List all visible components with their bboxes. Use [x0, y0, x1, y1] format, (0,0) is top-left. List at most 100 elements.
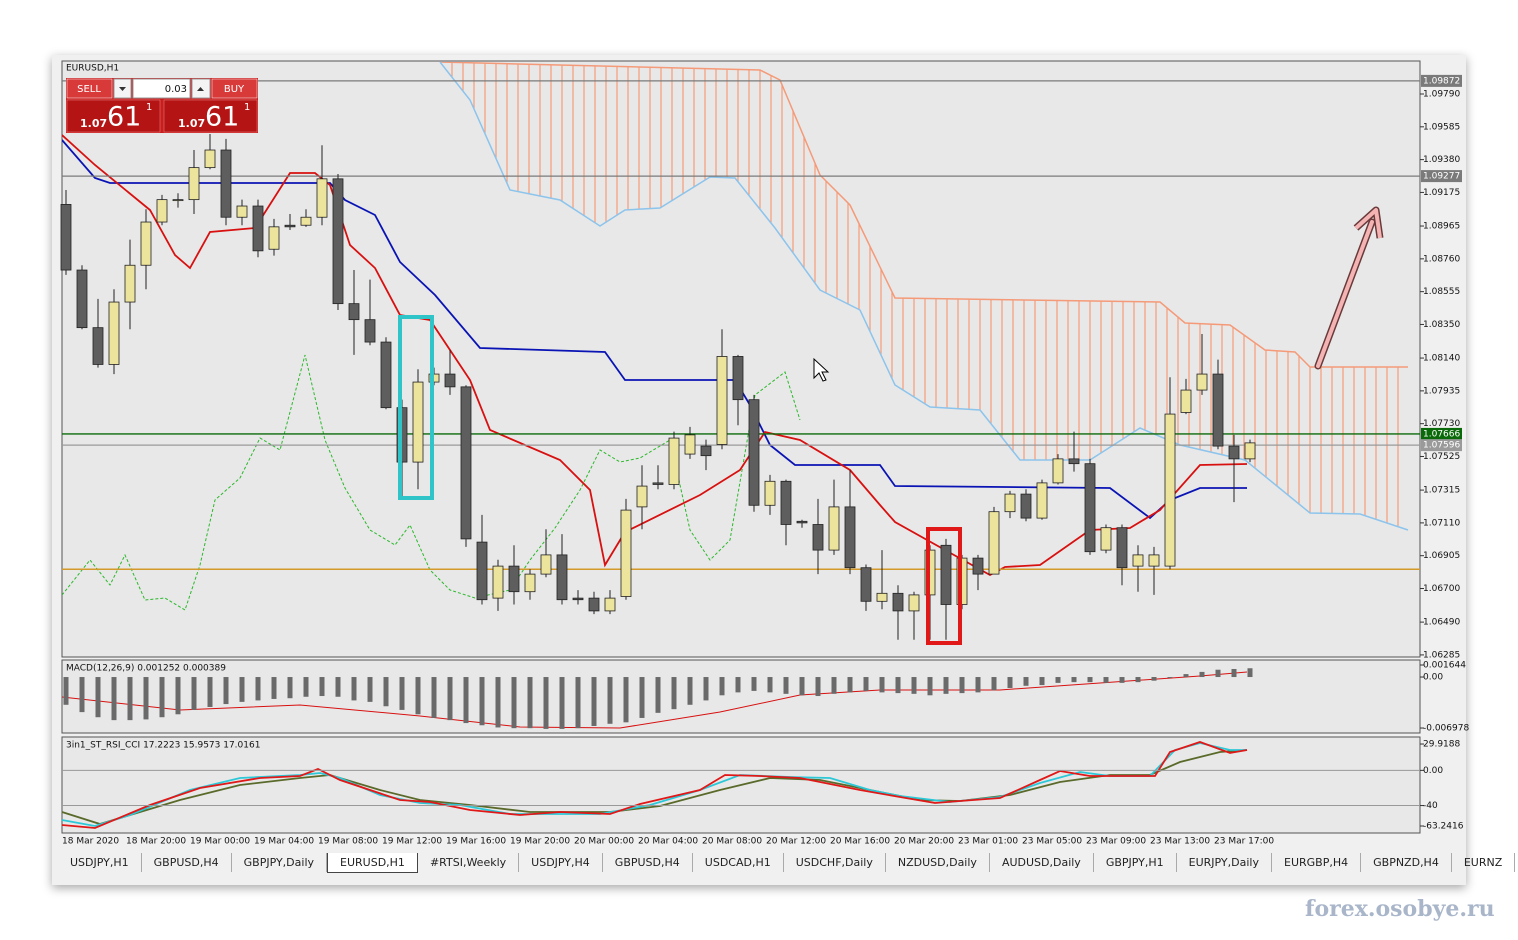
tab[interactable]: GBPUSD,H4 [603, 853, 693, 872]
candle-body [252, 205, 264, 252]
candle-body [716, 356, 728, 445]
macd-bar [463, 677, 469, 724]
y-tick-label: 1.08140 [1423, 354, 1460, 364]
macd-bar [239, 677, 245, 702]
buy-price-box[interactable] [163, 99, 258, 133]
candle-body [1148, 554, 1160, 567]
macd-bar [1231, 668, 1237, 678]
osc-olive [61, 749, 1248, 825]
buy-price-frac: 1 [244, 102, 250, 113]
senkou-b [439, 62, 1409, 531]
macd-bar [1247, 668, 1253, 678]
candle-body [284, 224, 296, 228]
tab[interactable]: EURUSD,H1 [327, 853, 418, 873]
x-tick-label: 23 Mar 17:00 [1214, 837, 1274, 847]
tab[interactable]: EURJPY,Daily [1177, 853, 1272, 872]
macd-bar [159, 677, 165, 718]
candle-body [700, 445, 712, 457]
price-lines [62, 80, 1420, 571]
macd-bar [703, 677, 709, 701]
candle-body [508, 565, 520, 593]
tab[interactable]: GBPJPY,H1 [1094, 853, 1177, 872]
candle-body [300, 216, 312, 226]
candle-body [220, 149, 232, 218]
x-tick-label: 20 Mar 12:00 [766, 837, 826, 847]
x-tick-label: 23 Mar 09:00 [1086, 837, 1146, 847]
macd-bars [63, 668, 1253, 729]
y-tick-label: 1.09175 [1423, 188, 1460, 198]
tab[interactable]: GBPNZD,H4 [1361, 853, 1452, 872]
candle-body [828, 506, 840, 551]
macd-title: MACD(12,26,9) 0.001252 0.000389 [66, 664, 226, 674]
tab[interactable]: USDCAD,H1 [693, 853, 784, 872]
macd-bar [1039, 677, 1045, 686]
macd-bar [383, 677, 389, 707]
candle-body [1196, 373, 1208, 391]
sell-button[interactable] [66, 78, 113, 99]
x-tick-label: 19 Mar 08:00 [318, 837, 378, 847]
tab[interactable]: EURGBP,H4 [1272, 853, 1362, 872]
x-tick-label: 18 Mar 2020 [62, 837, 119, 847]
x-tick-label: 23 Mar 13:00 [1150, 837, 1210, 847]
candle-body [460, 386, 472, 540]
candle-body [1180, 389, 1192, 413]
macd-bar [719, 677, 725, 696]
lot-down-icon [119, 87, 126, 91]
macd-bar [143, 677, 149, 720]
candle-body [1164, 413, 1176, 567]
macd-bar [639, 677, 645, 718]
tab[interactable]: USDJPY,H1 [58, 853, 142, 872]
macd-bar [879, 677, 885, 693]
macd-bar [1071, 677, 1077, 683]
sell-price-frac: 1 [146, 102, 152, 113]
x-tick-label: 20 Mar 04:00 [638, 837, 698, 847]
candle-body [172, 199, 184, 202]
x-tick-label: 19 Mar 00:00 [190, 837, 250, 847]
lot-input[interactable] [132, 78, 191, 99]
x-tick-label: 20 Mar 00:00 [574, 837, 634, 847]
y-tick-label: 1.06490 [1423, 618, 1460, 628]
tab[interactable]: GBPJPY,Daily [232, 853, 328, 872]
tab[interactable]: USDJPY,H4 [519, 853, 603, 872]
macd-bar [543, 677, 549, 729]
candle-body [860, 567, 872, 602]
buy-text[interactable]: BUY [224, 84, 245, 95]
candle-body [620, 509, 632, 597]
tab[interactable]: #RTSI,Weekly [418, 853, 520, 872]
candle-body [1244, 442, 1256, 460]
candle-body [1212, 373, 1224, 447]
tab[interactable]: EURNZ [1452, 853, 1516, 872]
y-tick-label: 1.07935 [1423, 386, 1460, 396]
buy-button[interactable] [211, 78, 258, 99]
macd-bar [927, 677, 933, 696]
candle-body [1036, 482, 1048, 519]
candle-body [684, 434, 696, 455]
candle-body [1228, 445, 1240, 460]
macd-bar [975, 677, 981, 693]
candle-body [908, 594, 920, 612]
macd-bar [1007, 677, 1013, 688]
tab[interactable]: AUDUSD,Daily [990, 853, 1094, 872]
tab[interactable]: USDCHF,Daily [784, 853, 886, 872]
sell-price-box[interactable] [66, 99, 161, 133]
sell-text[interactable]: SELL [77, 84, 101, 95]
x-tick-label: 20 Mar 08:00 [702, 837, 762, 847]
macd-bar [527, 677, 533, 729]
y-tick-label: -40 [1423, 801, 1438, 811]
tab[interactable]: GBPUSD,H4 [142, 853, 232, 872]
y-tick-label: 1.08350 [1423, 320, 1460, 330]
price-tag [1421, 74, 1462, 87]
candle-body [364, 319, 376, 343]
candle-body [668, 437, 680, 485]
candle-body [1004, 493, 1016, 513]
candle-body [1116, 527, 1128, 569]
candle-body [140, 221, 152, 266]
candle-body [76, 269, 88, 329]
candle-body [1052, 458, 1064, 484]
candle-body [188, 167, 200, 201]
candle-body [588, 597, 600, 612]
price-tag-label: 1.09277 [1423, 172, 1460, 182]
candle-body [1132, 554, 1144, 567]
tab-bar: USDJPY,H1 GBPUSD,H4 GBPJPY,Daily EURUSD,H1 #… [58, 853, 1516, 873]
tab[interactable]: NZDUSD,Daily [886, 853, 990, 872]
